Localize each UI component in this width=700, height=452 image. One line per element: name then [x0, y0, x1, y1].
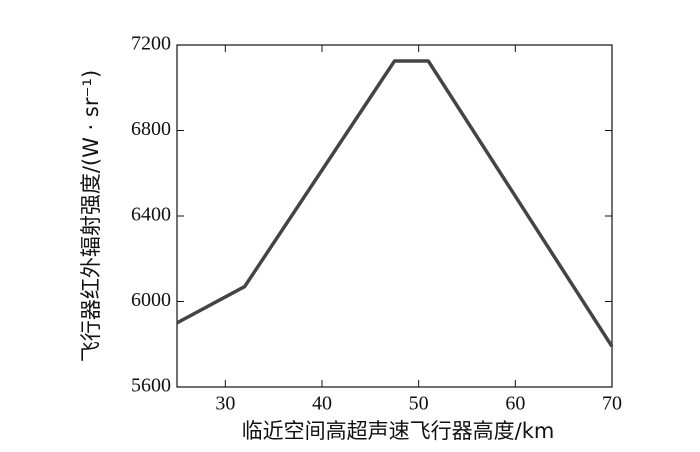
x-axis-title: 临近空间高超声速飞行器高度/km — [242, 419, 555, 443]
y-axis-title: 飞行器红外辐射强度/(W · sr⁻¹) — [79, 70, 103, 362]
plot-frame — [176, 44, 613, 388]
x-tick-label: 40 — [312, 393, 332, 415]
y-tick-label: 6400 — [131, 204, 171, 226]
x-tick-label: 70 — [602, 393, 622, 415]
data-line — [176, 59, 614, 348]
y-tick-label: 6800 — [131, 118, 171, 140]
x-tick-label: 60 — [505, 393, 525, 415]
y-tick-label: 6000 — [131, 289, 171, 311]
x-tick-label: 30 — [215, 393, 235, 415]
x-tick-label: 50 — [409, 393, 429, 415]
y-tick-label: 7200 — [131, 33, 171, 55]
y-tick-label: 5600 — [131, 375, 171, 397]
